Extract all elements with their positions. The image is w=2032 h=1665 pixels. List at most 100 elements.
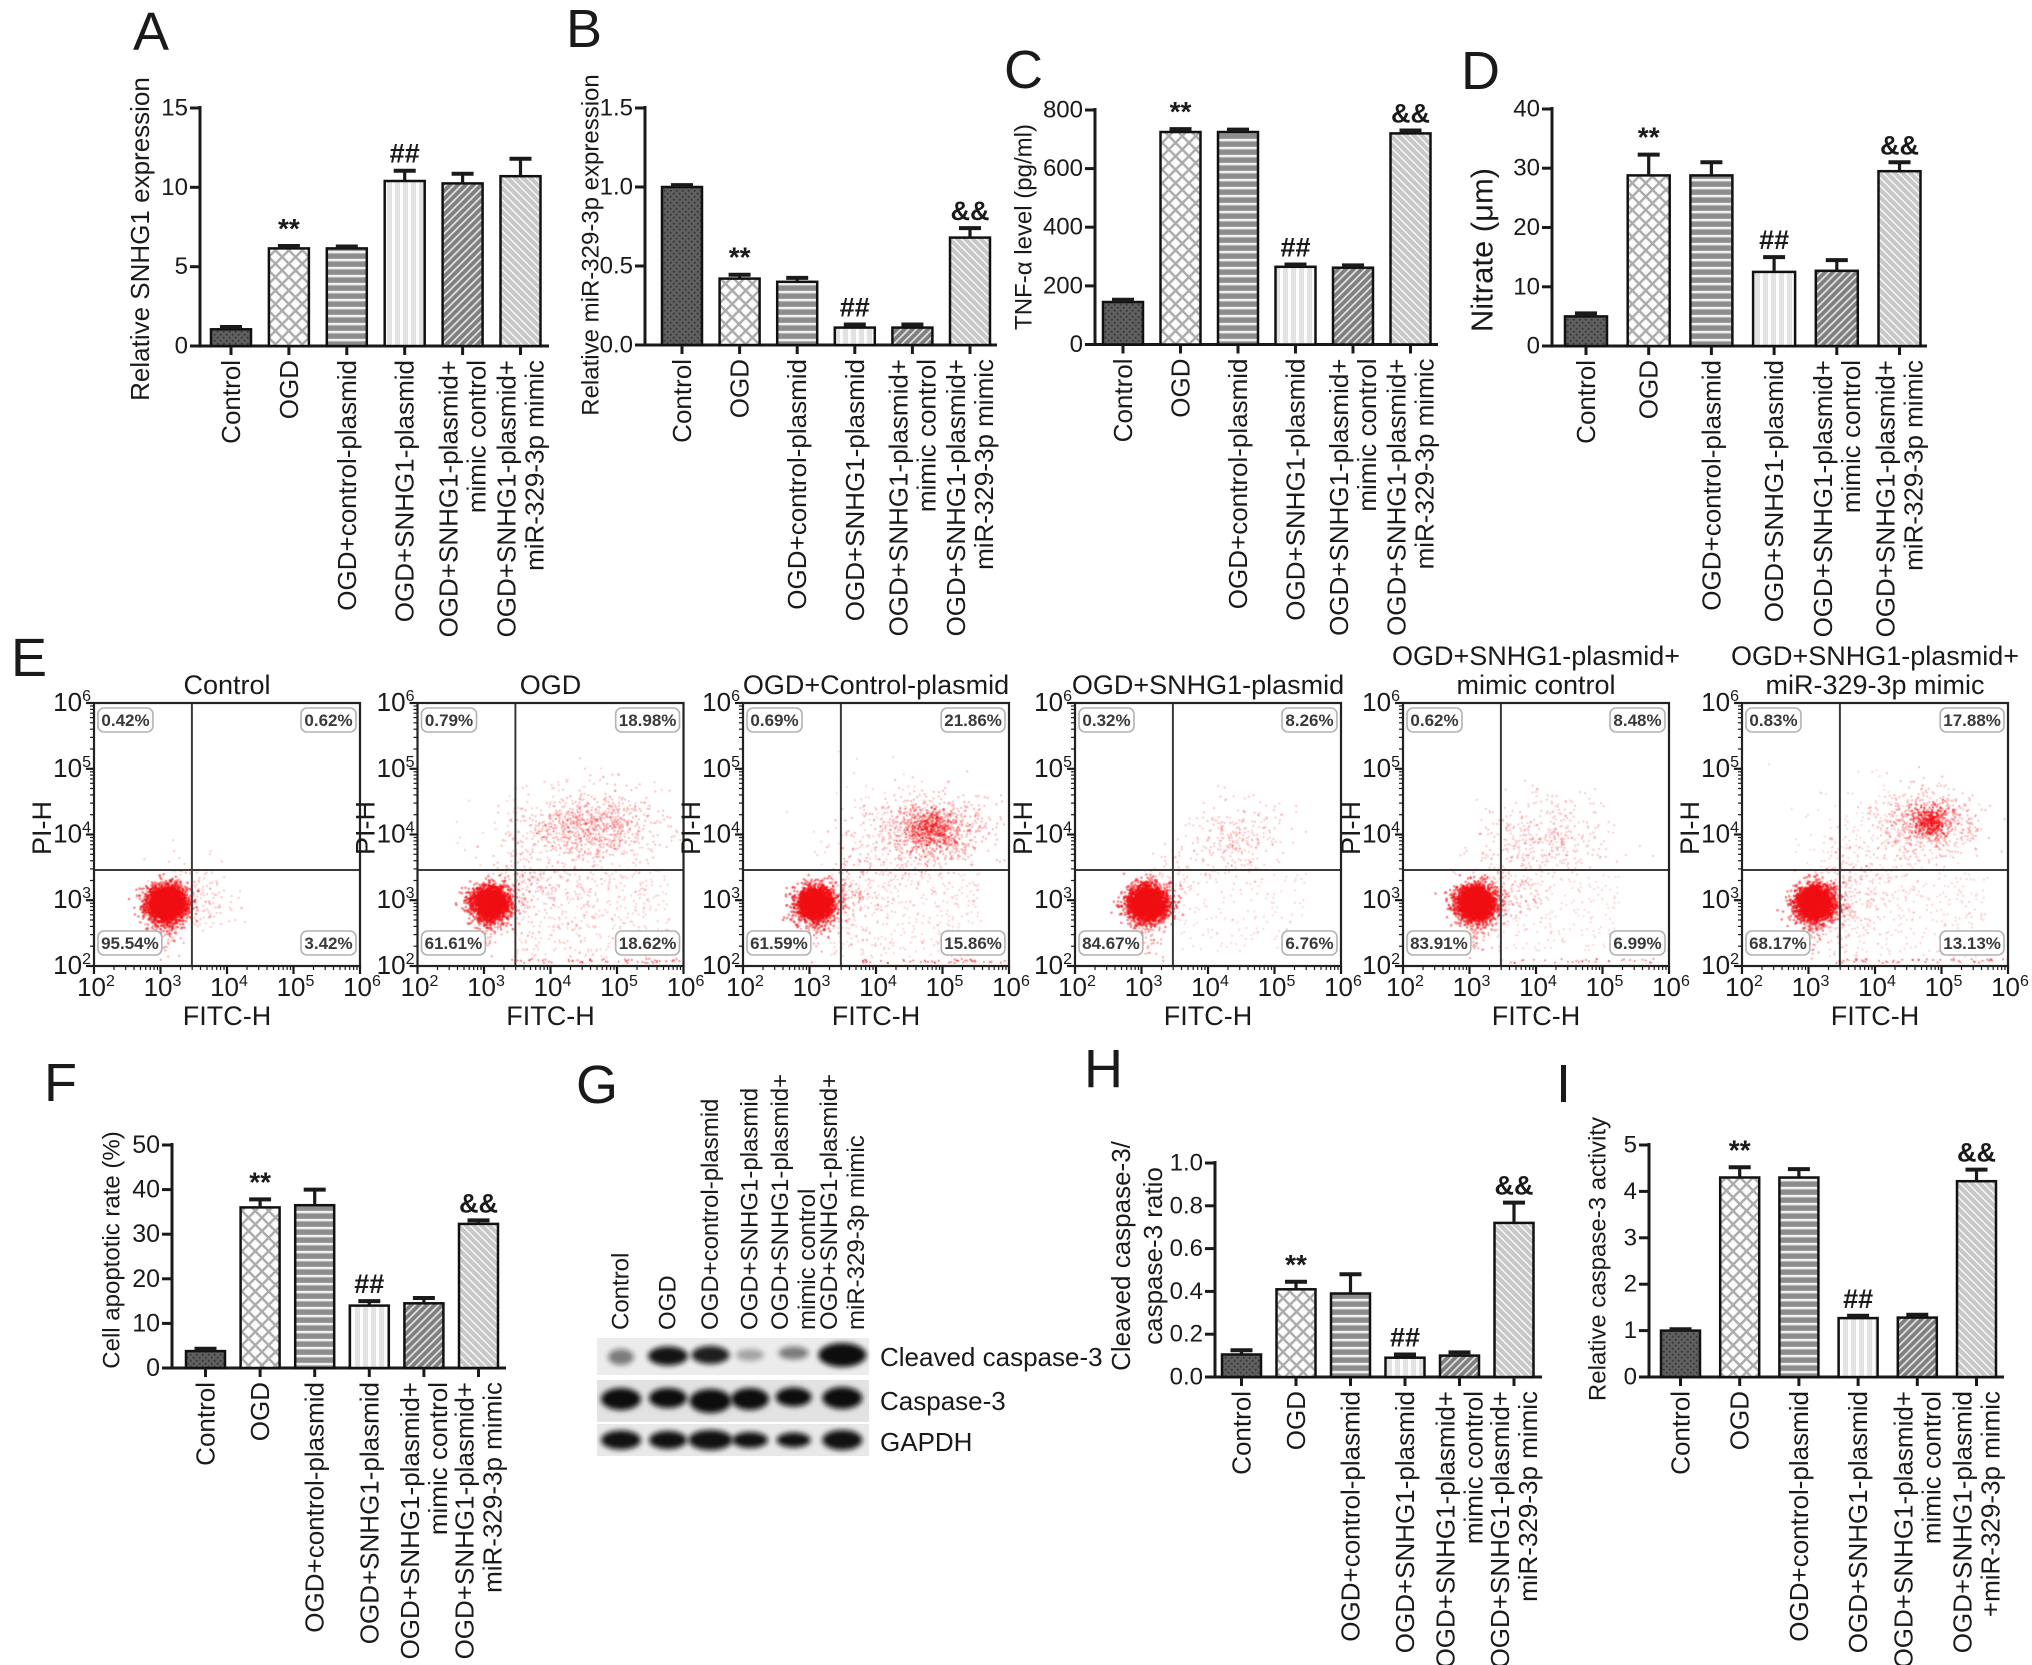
svg-text:+miR-329-3p mimic: +miR-329-3p mimic — [1976, 1391, 2006, 1617]
svg-text:mimic control: mimic control — [1352, 359, 1382, 512]
svg-text:OGD+SNHG1-plasmid+: OGD+SNHG1-plasmid+ — [450, 1382, 480, 1659]
svg-text:105: 105 — [1701, 753, 1739, 783]
svg-text:OGD: OGD — [520, 670, 582, 700]
svg-text:D: D — [1461, 41, 1500, 101]
svg-text:40: 40 — [1513, 96, 1540, 123]
svg-text:102: 102 — [401, 972, 439, 1002]
svg-text:102: 102 — [1725, 972, 1763, 1002]
svg-text:**: ** — [1638, 122, 1660, 153]
svg-text:4: 4 — [1624, 1178, 1637, 1205]
svg-text:1: 1 — [1624, 1317, 1637, 1344]
svg-text:FITC-H: FITC-H — [506, 1001, 594, 1031]
svg-text:OGD+Control-plasmid: OGD+Control-plasmid — [743, 670, 1009, 700]
svg-text:**: ** — [1729, 1134, 1751, 1165]
svg-text:FITC-H: FITC-H — [183, 1001, 271, 1031]
svg-text:OGD+control-plasmid: OGD+control-plasmid — [300, 1382, 330, 1633]
svg-text:B: B — [566, 0, 602, 59]
svg-text:106: 106 — [992, 972, 1030, 1002]
svg-text:105: 105 — [1034, 753, 1072, 783]
svg-text:102: 102 — [1386, 972, 1424, 1002]
svg-text:103: 103 — [793, 972, 831, 1002]
svg-text:FITC-H: FITC-H — [832, 1001, 920, 1031]
svg-text:OGD: OGD — [655, 1275, 682, 1330]
svg-text:105: 105 — [1586, 972, 1624, 1002]
svg-text:PI-H: PI-H — [351, 801, 381, 855]
svg-text:OGD+SNHG1-plasmid+: OGD+SNHG1-plasmid+ — [1324, 359, 1354, 636]
svg-text:0.5: 0.5 — [600, 253, 633, 280]
svg-text:0: 0 — [1070, 331, 1083, 358]
svg-text:0.8: 0.8 — [1170, 1192, 1203, 1219]
svg-text:OGD+SNHG1-plasmid+: OGD+SNHG1-plasmid+ — [816, 1074, 843, 1330]
svg-text:OGD+SNHG1-plasmid+: OGD+SNHG1-plasmid+ — [434, 360, 464, 637]
svg-text:3.42%: 3.42% — [304, 934, 352, 953]
svg-text:30: 30 — [132, 1220, 160, 1248]
svg-text:E: E — [11, 628, 47, 688]
svg-text:OGD+SNHG1-plasmid+: OGD+SNHG1-plasmid+ — [1808, 360, 1838, 637]
svg-text:OGD+SNHG1-plasmid: OGD+SNHG1-plasmid — [1843, 1391, 1873, 1653]
svg-text:OGD: OGD — [274, 360, 304, 419]
svg-text:OGD+SNHG1-plasmid: OGD+SNHG1-plasmid — [354, 1382, 384, 1644]
svg-text:68.17%: 68.17% — [1749, 934, 1807, 953]
svg-text:102: 102 — [726, 972, 764, 1002]
svg-text:OGD+SNHG1-plasmid: OGD+SNHG1-plasmid — [390, 360, 420, 622]
svg-text:104: 104 — [1701, 819, 1739, 849]
svg-text:miR-329-3p mimic: miR-329-3p mimic — [843, 1135, 870, 1330]
svg-text:OGD+control-plasmid: OGD+control-plasmid — [1784, 1391, 1814, 1642]
svg-text:400: 400 — [1043, 214, 1083, 241]
svg-text:105: 105 — [1925, 972, 1963, 1002]
svg-text:OGD+SNHG1-plasmid+: OGD+SNHG1-plasmid+ — [767, 1074, 794, 1330]
svg-text:0.2: 0.2 — [1170, 1321, 1203, 1348]
svg-text:GAPDH: GAPDH — [880, 1427, 972, 1457]
svg-text:0: 0 — [1624, 1364, 1637, 1391]
svg-text:30: 30 — [1513, 155, 1540, 182]
svg-text:PI-H: PI-H — [676, 801, 706, 855]
svg-text:104: 104 — [1034, 819, 1072, 849]
svg-text:OGD+control-plasmid: OGD+control-plasmid — [697, 1099, 724, 1330]
svg-text:OGD+control-plasmid: OGD+control-plasmid — [1223, 359, 1253, 610]
svg-text:106: 106 — [1362, 687, 1400, 717]
svg-text:15: 15 — [161, 95, 188, 122]
svg-text:600: 600 — [1043, 155, 1083, 182]
svg-text:OGD: OGD — [1725, 1391, 1755, 1450]
svg-text:104: 104 — [377, 819, 415, 849]
svg-text:mimic control: mimic control — [1916, 1391, 1946, 1544]
svg-text:H: H — [1084, 1039, 1123, 1099]
svg-text:106: 106 — [1034, 687, 1072, 717]
svg-text:103: 103 — [1792, 972, 1830, 1002]
svg-text:OGD: OGD — [725, 359, 755, 418]
svg-text:0.69%: 0.69% — [750, 711, 798, 730]
svg-text:0.0: 0.0 — [600, 332, 633, 359]
svg-text:OGD+SNHG1-plasmid: OGD+SNHG1-plasmid — [1281, 359, 1311, 621]
svg-text:OGD+SNHG1-plasmid+: OGD+SNHG1-plasmid+ — [1888, 1391, 1918, 1665]
svg-text:13.13%: 13.13% — [1943, 934, 2001, 953]
svg-text:8.48%: 8.48% — [1613, 711, 1661, 730]
svg-text:10: 10 — [161, 174, 188, 201]
svg-text:0: 0 — [175, 333, 188, 360]
svg-text:5: 5 — [175, 253, 188, 280]
svg-text:103: 103 — [1125, 972, 1163, 1002]
svg-text:OGD+SNHG1-plasmid+: OGD+SNHG1-plasmid+ — [1871, 360, 1901, 637]
svg-text:OGD+control-plasmid: OGD+control-plasmid — [332, 360, 362, 611]
svg-text:OGD: OGD — [245, 1382, 275, 1441]
svg-text:83.91%: 83.91% — [1410, 934, 1468, 953]
svg-text:OGD+control-plasmid: OGD+control-plasmid — [1696, 360, 1726, 611]
svg-text:I: I — [1556, 1054, 1571, 1114]
svg-text:A: A — [133, 2, 169, 62]
svg-text:106: 106 — [702, 687, 740, 717]
svg-text:OGD+SNHG1-plasmid: OGD+SNHG1-plasmid — [737, 1088, 764, 1330]
svg-text:OGD+SNHG1-plasmid: OGD+SNHG1-plasmid — [840, 359, 870, 621]
svg-text:2: 2 — [1624, 1271, 1637, 1298]
svg-text:61.61%: 61.61% — [425, 934, 483, 953]
svg-text:50: 50 — [132, 1131, 160, 1159]
svg-text:1.5: 1.5 — [600, 95, 633, 122]
svg-text:104: 104 — [1519, 972, 1557, 1002]
svg-text:17.88%: 17.88% — [1943, 711, 2001, 730]
svg-text:OGD+SNHG1-plasmid: OGD+SNHG1-plasmid — [1390, 1391, 1420, 1653]
svg-text:106: 106 — [1652, 972, 1690, 1002]
svg-text:##: ## — [1280, 233, 1310, 263]
svg-text:6.99%: 6.99% — [1613, 934, 1661, 953]
svg-text:OGD: OGD — [1166, 359, 1196, 418]
svg-text:OGD+SNHG1-plasmid+: OGD+SNHG1-plasmid+ — [1382, 359, 1412, 636]
svg-text:**: ** — [1285, 1249, 1307, 1280]
svg-text:&&: && — [1495, 1171, 1534, 1201]
